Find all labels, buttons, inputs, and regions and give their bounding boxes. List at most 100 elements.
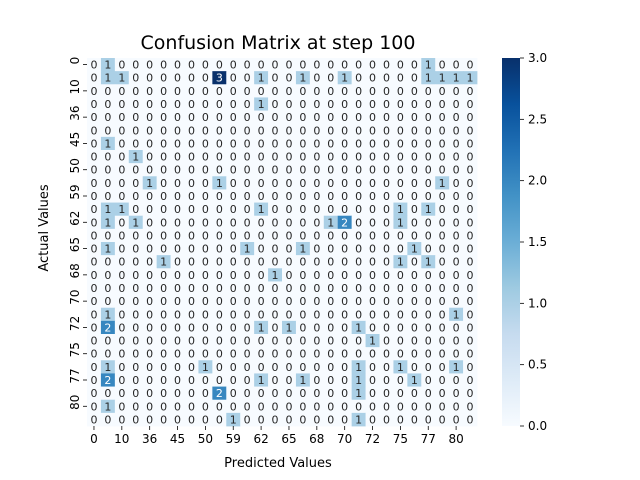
- cell-value-label: 0: [299, 282, 306, 295]
- cell-value-label: 0: [411, 269, 418, 282]
- heatmap-cell: [435, 347, 450, 361]
- cell-value-label: 0: [118, 335, 125, 348]
- heatmap-cell: [254, 136, 269, 151]
- heatmap-cell: [170, 255, 185, 269]
- cell-value-label: 0: [467, 216, 474, 229]
- heatmap-cell: [226, 386, 241, 401]
- cell-value-label: 0: [383, 256, 390, 269]
- heatmap-cell: [170, 189, 185, 203]
- heatmap-cell: [184, 399, 199, 414]
- cell-value-label: 0: [439, 374, 446, 387]
- heatmap-cell: [379, 189, 394, 203]
- cell-value-label: 0: [132, 85, 139, 98]
- cell-value-label: 0: [272, 190, 279, 203]
- cell-value-label: 0: [313, 335, 320, 348]
- cell-value-label: 0: [230, 216, 237, 229]
- heatmap-cell: [393, 242, 408, 256]
- heatmap-cell: [463, 294, 478, 309]
- heatmap-cell: [449, 189, 464, 203]
- heatmap-cell: [337, 215, 353, 230]
- cell-value-label: 0: [202, 269, 209, 282]
- cell-value-label: 0: [439, 85, 446, 98]
- cell-value-label: 0: [299, 269, 306, 282]
- cell-value-label: 0: [299, 177, 306, 190]
- heatmap-cell: [421, 360, 436, 374]
- cell-value-label: 0: [397, 72, 404, 85]
- heatmap-cell: [351, 189, 366, 203]
- heatmap-cell: [282, 412, 297, 427]
- heatmap-cell: [142, 123, 158, 138]
- heatmap-cell: [421, 268, 436, 282]
- cell-value-label: 0: [355, 151, 362, 164]
- cell-value-label: 0: [272, 374, 279, 387]
- cell-value-label: 0: [230, 282, 237, 295]
- heatmap-cell: [128, 71, 144, 85]
- heatmap-cell: [268, 71, 283, 85]
- heatmap-cell: [309, 412, 325, 427]
- heatmap-cell: [240, 307, 255, 322]
- heatmap-cell: [323, 123, 339, 138]
- cell-value-label: 0: [411, 361, 418, 374]
- cell-value-label: 0: [355, 243, 362, 256]
- cell-value-label: 0: [453, 59, 460, 72]
- heatmap-cell: [268, 386, 283, 401]
- cell-value-label: 0: [146, 98, 153, 111]
- heatmap-cell: [87, 334, 102, 348]
- heatmap-cell: [100, 110, 116, 125]
- cell-value-label: 0: [397, 190, 404, 203]
- cell-value-label: 0: [467, 361, 474, 374]
- heatmap-cell: [435, 228, 450, 243]
- heatmap-cell: [351, 334, 366, 348]
- cell-value-label: 0: [258, 269, 265, 282]
- cell-value-label: 0: [425, 216, 432, 229]
- cell-value-label: 0: [355, 216, 362, 229]
- x-tick-label: 70: [337, 432, 352, 446]
- heatmap-cell: [170, 110, 185, 125]
- heatmap-cell: [449, 242, 464, 256]
- heatmap-cell: [128, 386, 144, 401]
- cell-value-label: 0: [230, 59, 237, 72]
- heatmap-cell: [128, 189, 144, 203]
- heatmap-cell: [463, 163, 478, 177]
- y-tick-label: 80: [68, 395, 82, 410]
- heatmap-cell: [309, 163, 325, 177]
- cell-value-label: 0: [272, 177, 279, 190]
- heatmap-cell: [295, 163, 311, 177]
- heatmap-cell: [365, 386, 380, 401]
- cell-value-label: 1: [369, 335, 376, 348]
- cell-value-label: 0: [146, 72, 153, 85]
- heatmap-cell: [114, 307, 130, 322]
- cell-value-label: 0: [258, 177, 265, 190]
- cell-value-label: 0: [188, 151, 195, 164]
- cell-value-label: 0: [439, 308, 446, 321]
- colorbar-gradient: [502, 58, 520, 426]
- y-tick-label: 10: [68, 79, 82, 94]
- cell-value-label: 0: [411, 229, 418, 242]
- heatmap-cell: [114, 281, 130, 295]
- cell-value-label: 0: [453, 177, 460, 190]
- cell-value-label: 0: [160, 269, 167, 282]
- heatmap-cell: [128, 163, 144, 177]
- heatmap-cell: [87, 307, 102, 322]
- cell-value-label: 0: [383, 374, 390, 387]
- cell-value-label: 0: [272, 72, 279, 85]
- heatmap-cell: [351, 307, 366, 322]
- cell-value-label: 0: [355, 85, 362, 98]
- cell-value-label: 0: [299, 400, 306, 413]
- cell-value-label: 0: [439, 413, 446, 426]
- heatmap-cell: [282, 176, 297, 190]
- heatmap-cell: [254, 215, 269, 230]
- cell-value-label: 0: [453, 85, 460, 98]
- cell-value-label: 0: [341, 413, 348, 426]
- heatmap-cell: [309, 71, 325, 85]
- cell-value-label: 0: [202, 164, 209, 177]
- colorbar-tick-label: 3.0: [528, 51, 547, 65]
- cell-value-label: 0: [132, 203, 139, 216]
- heatmap-cell: [254, 110, 269, 125]
- heatmap-cell: [114, 71, 130, 85]
- cell-value-label: 0: [313, 348, 320, 361]
- cell-value-label: 0: [411, 348, 418, 361]
- cell-value-label: 0: [425, 177, 432, 190]
- heatmap-cell: [156, 373, 171, 387]
- cell-value-label: 0: [258, 243, 265, 256]
